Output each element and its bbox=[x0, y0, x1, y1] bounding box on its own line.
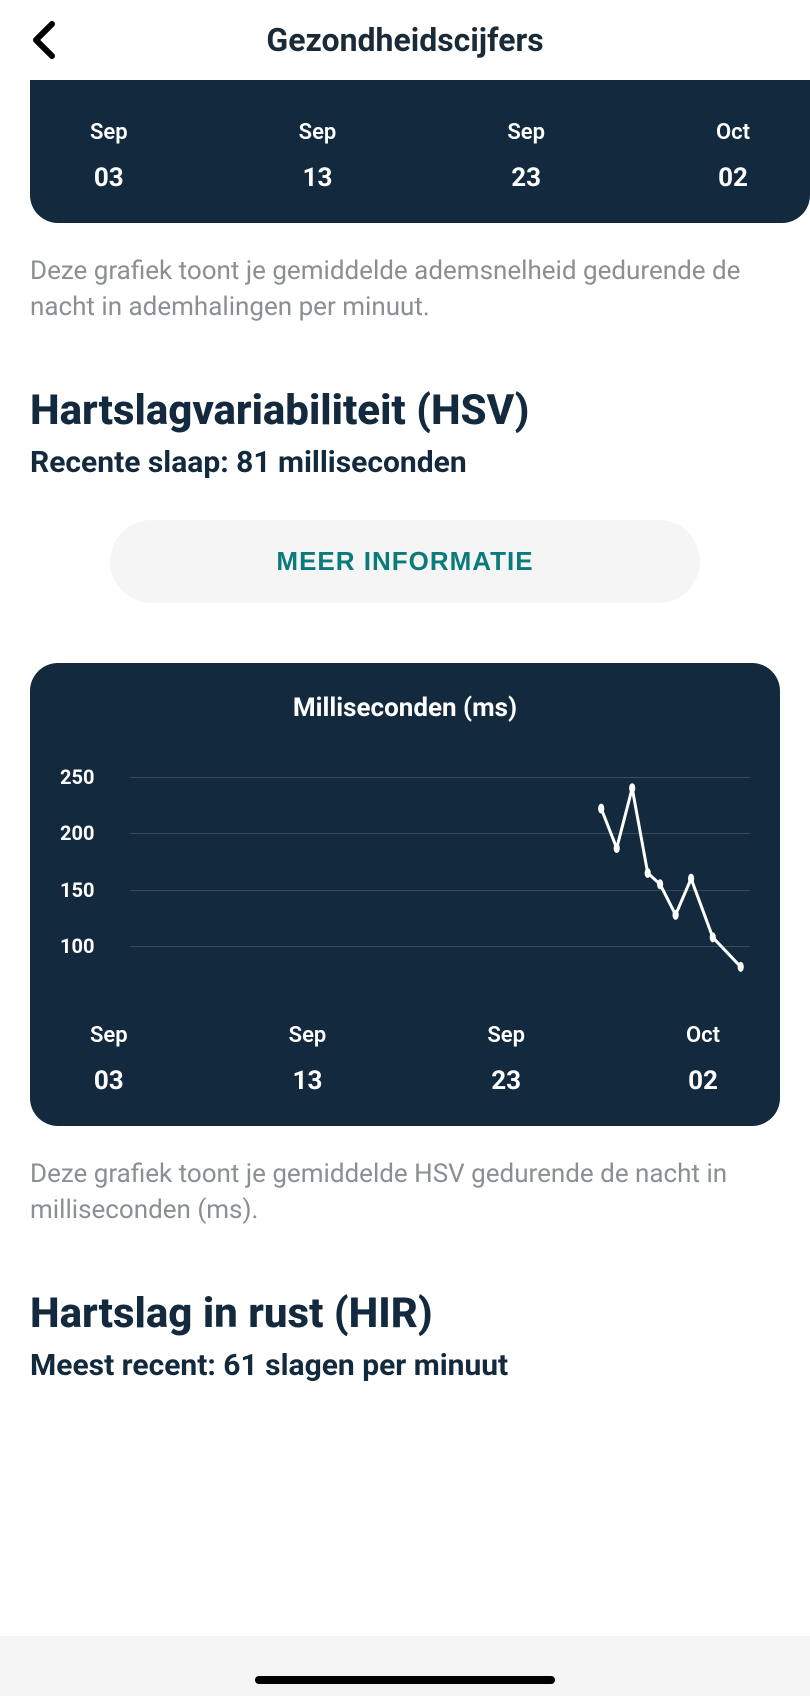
xaxis-month: Sep bbox=[299, 120, 337, 145]
line-chart-svg bbox=[130, 743, 750, 1003]
hir-subtitle: Meest recent: 61 slagen per minuut bbox=[0, 1338, 810, 1383]
chart-body: 100 150 200 250 bbox=[60, 743, 750, 1003]
page-title: Gezondheidscijfers bbox=[266, 21, 543, 59]
xaxis-day: 02 bbox=[716, 163, 750, 193]
yaxis-label: 150 bbox=[60, 878, 94, 902]
chart-title: Milliseconden (ms) bbox=[30, 693, 780, 723]
xaxis-tick: Sep 13 bbox=[299, 120, 337, 193]
xaxis-tick: Sep 23 bbox=[487, 1023, 525, 1096]
xaxis-tick: Sep 23 bbox=[507, 120, 545, 193]
breathing-chart-card-tail: Sep 03 Sep 13 Sep 23 Oct 02 bbox=[30, 80, 810, 223]
xaxis-month: Sep bbox=[487, 1023, 525, 1048]
hsv-chart-card: Milliseconden (ms) 100 150 200 250 Sep 03 S… bbox=[30, 663, 780, 1126]
xaxis-tick: Oct 02 bbox=[686, 1023, 720, 1096]
xaxis-day: 13 bbox=[289, 1066, 327, 1096]
chart-xaxis: Sep 03 Sep 13 Sep 23 Oct 02 bbox=[30, 100, 810, 203]
hir-title: Hartslag in rust (HIR) bbox=[0, 1229, 810, 1338]
xaxis-month: Oct bbox=[686, 1023, 720, 1048]
xaxis-tick: Sep 13 bbox=[289, 1023, 327, 1096]
xaxis-month: Oct bbox=[716, 120, 750, 145]
more-info-button[interactable]: MEER INFORMATIE bbox=[110, 520, 700, 603]
xaxis-day: 23 bbox=[507, 163, 545, 193]
xaxis-month: Sep bbox=[90, 120, 128, 145]
chart-xaxis: Sep 03 Sep 13 Sep 23 Oct 02 bbox=[30, 1003, 780, 1106]
yaxis-label: 200 bbox=[60, 821, 94, 845]
chevron-left-icon bbox=[30, 20, 58, 60]
yaxis-label: 100 bbox=[60, 934, 94, 958]
bottom-bar bbox=[0, 1636, 810, 1696]
xaxis-day: 13 bbox=[299, 163, 337, 193]
content: Sep 03 Sep 13 Sep 23 Oct 02 Deze grafiek… bbox=[0, 80, 810, 1383]
xaxis-month: Sep bbox=[289, 1023, 327, 1048]
xaxis-day: 23 bbox=[487, 1066, 525, 1096]
xaxis-tick: Sep 03 bbox=[90, 120, 128, 193]
xaxis-tick: Sep 03 bbox=[90, 1023, 128, 1096]
yaxis-label: 250 bbox=[60, 765, 94, 789]
hsv-title: Hartslagvariabiliteit (HSV) bbox=[0, 326, 810, 435]
back-button[interactable] bbox=[24, 20, 64, 60]
xaxis-tick: Oct 02 bbox=[716, 120, 750, 193]
xaxis-day: 03 bbox=[90, 163, 128, 193]
hsv-description: Deze grafiek toont je gemiddelde HSV ged… bbox=[0, 1126, 810, 1229]
hsv-subtitle: Recente slaap: 81 milliseconden bbox=[0, 435, 810, 480]
xaxis-month: Sep bbox=[90, 1023, 128, 1048]
home-indicator[interactable] bbox=[255, 1676, 555, 1684]
xaxis-month: Sep bbox=[507, 120, 545, 145]
breathing-description: Deze grafiek toont je gemiddelde ademsne… bbox=[0, 223, 810, 326]
xaxis-day: 03 bbox=[90, 1066, 128, 1096]
header: Gezondheidscijfers bbox=[0, 0, 810, 80]
xaxis-day: 02 bbox=[686, 1066, 720, 1096]
